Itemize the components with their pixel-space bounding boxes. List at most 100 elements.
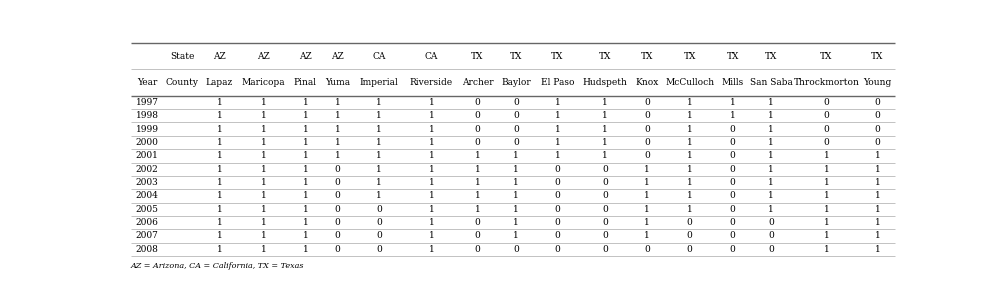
Text: 1: 1 <box>475 191 481 200</box>
Text: TX: TX <box>820 51 832 60</box>
Text: 1: 1 <box>217 138 223 147</box>
Text: 1: 1 <box>768 205 774 214</box>
Text: 1: 1 <box>686 165 692 174</box>
Text: 1: 1 <box>768 178 774 187</box>
Text: 0: 0 <box>512 245 518 254</box>
Text: 0: 0 <box>729 165 735 174</box>
Text: Mills: Mills <box>721 78 743 87</box>
Text: 1: 1 <box>512 218 518 227</box>
Text: 1: 1 <box>303 178 309 187</box>
Text: 1: 1 <box>823 231 829 240</box>
Text: 1: 1 <box>554 151 560 160</box>
Text: 1: 1 <box>335 98 341 107</box>
Text: 0: 0 <box>602 191 608 200</box>
Text: 1: 1 <box>261 111 266 120</box>
Text: 0: 0 <box>874 125 880 134</box>
Text: CA: CA <box>425 51 438 60</box>
Text: 0: 0 <box>644 151 649 160</box>
Text: 1: 1 <box>377 138 382 147</box>
Text: 1: 1 <box>644 218 649 227</box>
Text: 0: 0 <box>377 231 382 240</box>
Text: 1: 1 <box>823 191 829 200</box>
Text: 1: 1 <box>475 178 481 187</box>
Text: 1: 1 <box>768 111 774 120</box>
Text: 0: 0 <box>512 125 518 134</box>
Text: 0: 0 <box>874 111 880 120</box>
Text: 0: 0 <box>475 111 481 120</box>
Text: 1: 1 <box>429 218 435 227</box>
Text: 1: 1 <box>602 125 608 134</box>
Text: Archer: Archer <box>462 78 494 87</box>
Text: 2001: 2001 <box>136 151 159 160</box>
Text: 1: 1 <box>377 98 382 107</box>
Text: 1: 1 <box>429 178 435 187</box>
Text: 1: 1 <box>303 218 309 227</box>
Text: 0: 0 <box>335 191 341 200</box>
Text: 1: 1 <box>217 165 223 174</box>
Text: 1: 1 <box>261 178 266 187</box>
Text: 1: 1 <box>261 218 266 227</box>
Text: 1: 1 <box>217 178 223 187</box>
Text: 1: 1 <box>874 218 880 227</box>
Text: El Paso: El Paso <box>540 78 574 87</box>
Text: 1: 1 <box>686 98 692 107</box>
Text: 1: 1 <box>768 98 774 107</box>
Text: 2000: 2000 <box>136 138 159 147</box>
Text: 1999: 1999 <box>136 125 159 134</box>
Text: 1: 1 <box>429 205 435 214</box>
Text: 0: 0 <box>554 191 560 200</box>
Text: 1: 1 <box>823 178 829 187</box>
Text: Riverside: Riverside <box>410 78 453 87</box>
Text: 1: 1 <box>261 125 266 134</box>
Text: 1: 1 <box>335 111 341 120</box>
Text: State: State <box>170 51 195 60</box>
Text: 1: 1 <box>874 191 880 200</box>
Text: Yuma: Yuma <box>325 78 350 87</box>
Text: 1: 1 <box>686 111 692 120</box>
Text: Imperial: Imperial <box>360 78 399 87</box>
Text: 0: 0 <box>729 178 735 187</box>
Text: 1: 1 <box>261 191 266 200</box>
Text: 1: 1 <box>602 111 608 120</box>
Text: AZ: AZ <box>331 51 344 60</box>
Text: 1: 1 <box>217 205 223 214</box>
Text: 1: 1 <box>377 151 382 160</box>
Text: TX: TX <box>551 51 563 60</box>
Text: 0: 0 <box>729 191 735 200</box>
Text: 1: 1 <box>377 125 382 134</box>
Text: 1: 1 <box>686 178 692 187</box>
Text: Young: Young <box>863 78 891 87</box>
Text: 1: 1 <box>217 231 223 240</box>
Text: 2005: 2005 <box>136 205 159 214</box>
Text: 1: 1 <box>429 111 435 120</box>
Text: 1: 1 <box>261 165 266 174</box>
Text: 1: 1 <box>429 98 435 107</box>
Text: 1: 1 <box>768 191 774 200</box>
Text: 1: 1 <box>429 191 435 200</box>
Text: 1: 1 <box>554 125 560 134</box>
Text: 1: 1 <box>217 218 223 227</box>
Text: 0: 0 <box>686 218 692 227</box>
Text: 0: 0 <box>874 98 880 107</box>
Text: 1: 1 <box>768 151 774 160</box>
Text: 1: 1 <box>644 205 649 214</box>
Text: 0: 0 <box>644 98 649 107</box>
Text: TX: TX <box>509 51 522 60</box>
Text: 1: 1 <box>261 205 266 214</box>
Text: 1: 1 <box>217 125 223 134</box>
Text: 1: 1 <box>303 205 309 214</box>
Text: 1: 1 <box>644 231 649 240</box>
Text: 1: 1 <box>686 138 692 147</box>
Text: TX: TX <box>599 51 611 60</box>
Text: 1: 1 <box>644 178 649 187</box>
Text: AZ: AZ <box>299 51 312 60</box>
Text: 2003: 2003 <box>136 178 159 187</box>
Text: 0: 0 <box>602 178 608 187</box>
Text: TX: TX <box>640 51 653 60</box>
Text: 0: 0 <box>729 245 735 254</box>
Text: 0: 0 <box>475 245 481 254</box>
Text: 0: 0 <box>602 205 608 214</box>
Text: 1: 1 <box>303 165 309 174</box>
Text: 1: 1 <box>377 111 382 120</box>
Text: TX: TX <box>765 51 777 60</box>
